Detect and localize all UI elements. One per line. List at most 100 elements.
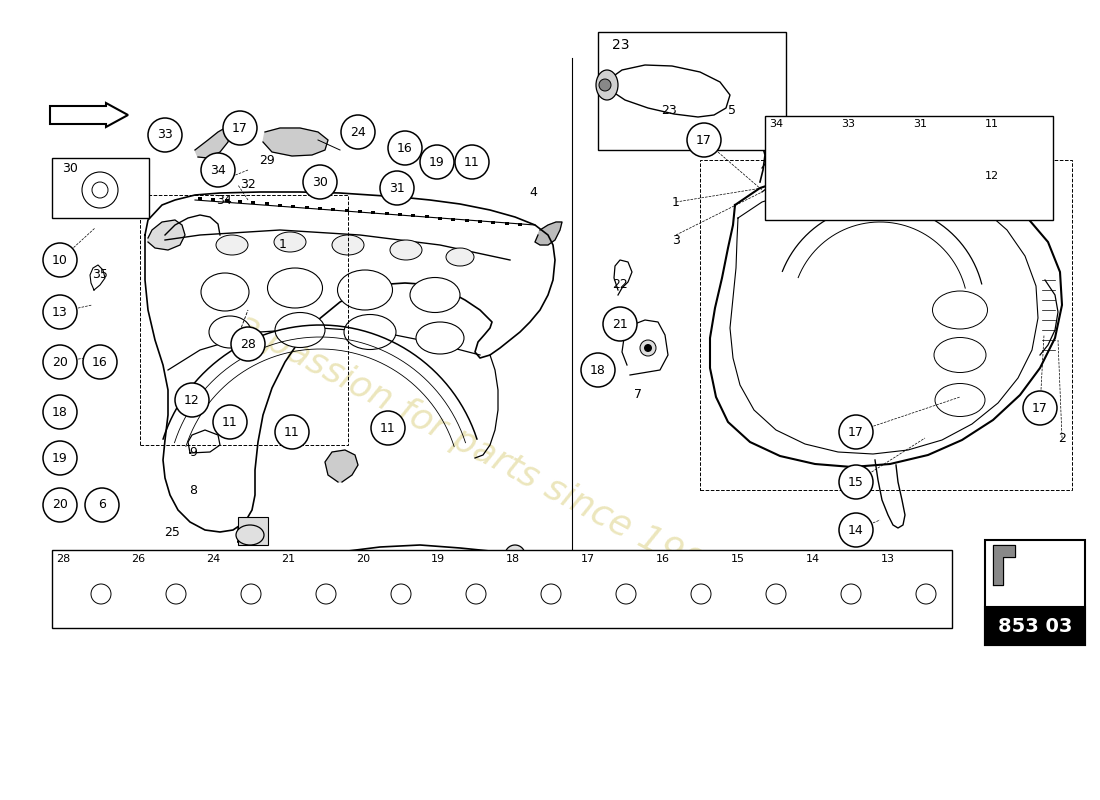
Text: 18: 18 (52, 406, 68, 418)
Bar (464, 218, 469, 222)
Text: 2: 2 (1058, 431, 1066, 445)
Polygon shape (324, 450, 358, 482)
Text: 18: 18 (506, 554, 520, 564)
Circle shape (603, 307, 637, 341)
Circle shape (43, 441, 77, 475)
Text: 17: 17 (696, 134, 712, 146)
Circle shape (92, 182, 108, 198)
Ellipse shape (332, 235, 364, 255)
Text: 3: 3 (672, 234, 680, 246)
Text: 16: 16 (397, 142, 412, 154)
Bar (238, 517, 268, 545)
Text: 19: 19 (431, 554, 446, 564)
Bar (984, 607, 1085, 645)
Bar (52, 158, 148, 218)
Circle shape (213, 405, 248, 439)
Ellipse shape (935, 383, 984, 417)
Text: 10: 10 (52, 254, 68, 266)
Text: 28: 28 (56, 554, 70, 564)
Circle shape (640, 340, 656, 356)
Bar (140, 195, 348, 445)
Circle shape (839, 415, 873, 449)
Ellipse shape (344, 314, 396, 350)
Text: 28: 28 (240, 338, 256, 350)
Text: 6: 6 (98, 498, 106, 511)
Text: 11: 11 (464, 155, 480, 169)
Text: 23: 23 (661, 103, 676, 117)
Polygon shape (535, 222, 562, 245)
Text: 34: 34 (769, 119, 783, 129)
Circle shape (241, 584, 261, 604)
Text: 18: 18 (590, 363, 606, 377)
Text: 29: 29 (260, 154, 275, 166)
Ellipse shape (446, 248, 474, 266)
Bar (52, 550, 952, 628)
Ellipse shape (267, 268, 322, 308)
Bar (331, 208, 335, 211)
Circle shape (766, 584, 786, 604)
Circle shape (43, 243, 77, 277)
Bar (700, 160, 1072, 490)
Bar (211, 198, 216, 201)
Circle shape (82, 345, 117, 379)
Text: 19: 19 (429, 155, 444, 169)
Text: 1: 1 (279, 238, 287, 251)
Text: 9: 9 (189, 446, 197, 458)
Bar (984, 540, 1085, 645)
Text: 4: 4 (529, 186, 537, 198)
Bar (478, 220, 482, 222)
Circle shape (581, 353, 615, 387)
Text: 20: 20 (52, 498, 68, 511)
Bar (358, 210, 362, 213)
Text: 17: 17 (848, 426, 864, 438)
Circle shape (379, 171, 414, 205)
Text: 11: 11 (284, 426, 300, 438)
Bar (451, 218, 455, 221)
Text: 1: 1 (672, 195, 680, 209)
Ellipse shape (201, 273, 249, 311)
Bar (344, 209, 349, 212)
Bar (224, 199, 229, 202)
Ellipse shape (416, 322, 464, 354)
Text: 21: 21 (280, 554, 295, 564)
Ellipse shape (390, 240, 422, 260)
Text: 12: 12 (184, 394, 200, 406)
Bar (292, 205, 295, 207)
Text: 13: 13 (52, 306, 68, 318)
Text: 14: 14 (806, 554, 821, 564)
Text: 24: 24 (350, 126, 366, 138)
Text: 14: 14 (848, 523, 864, 537)
Circle shape (316, 584, 336, 604)
Polygon shape (263, 128, 328, 156)
Text: 17: 17 (1032, 402, 1048, 414)
Circle shape (166, 584, 186, 604)
Bar (411, 214, 416, 218)
Circle shape (839, 465, 873, 499)
Text: 31: 31 (389, 182, 405, 194)
Circle shape (82, 172, 118, 208)
Circle shape (223, 111, 257, 145)
Ellipse shape (216, 235, 248, 255)
Bar (372, 211, 375, 214)
Ellipse shape (596, 70, 618, 100)
Circle shape (371, 411, 405, 445)
Bar (265, 202, 268, 206)
Circle shape (302, 165, 337, 199)
Circle shape (231, 327, 265, 361)
Text: 20: 20 (52, 355, 68, 369)
Ellipse shape (934, 338, 986, 373)
Text: 32: 32 (240, 178, 256, 191)
Text: 16: 16 (92, 355, 108, 369)
Text: 25: 25 (164, 526, 180, 539)
Circle shape (201, 153, 235, 187)
Bar (278, 203, 282, 206)
Text: 8: 8 (189, 483, 197, 497)
Ellipse shape (338, 270, 393, 310)
Bar (318, 206, 322, 210)
Text: 11: 11 (381, 422, 396, 434)
Circle shape (466, 584, 486, 604)
Circle shape (839, 513, 873, 547)
Bar (598, 32, 786, 150)
Bar (251, 202, 255, 204)
Circle shape (275, 415, 309, 449)
